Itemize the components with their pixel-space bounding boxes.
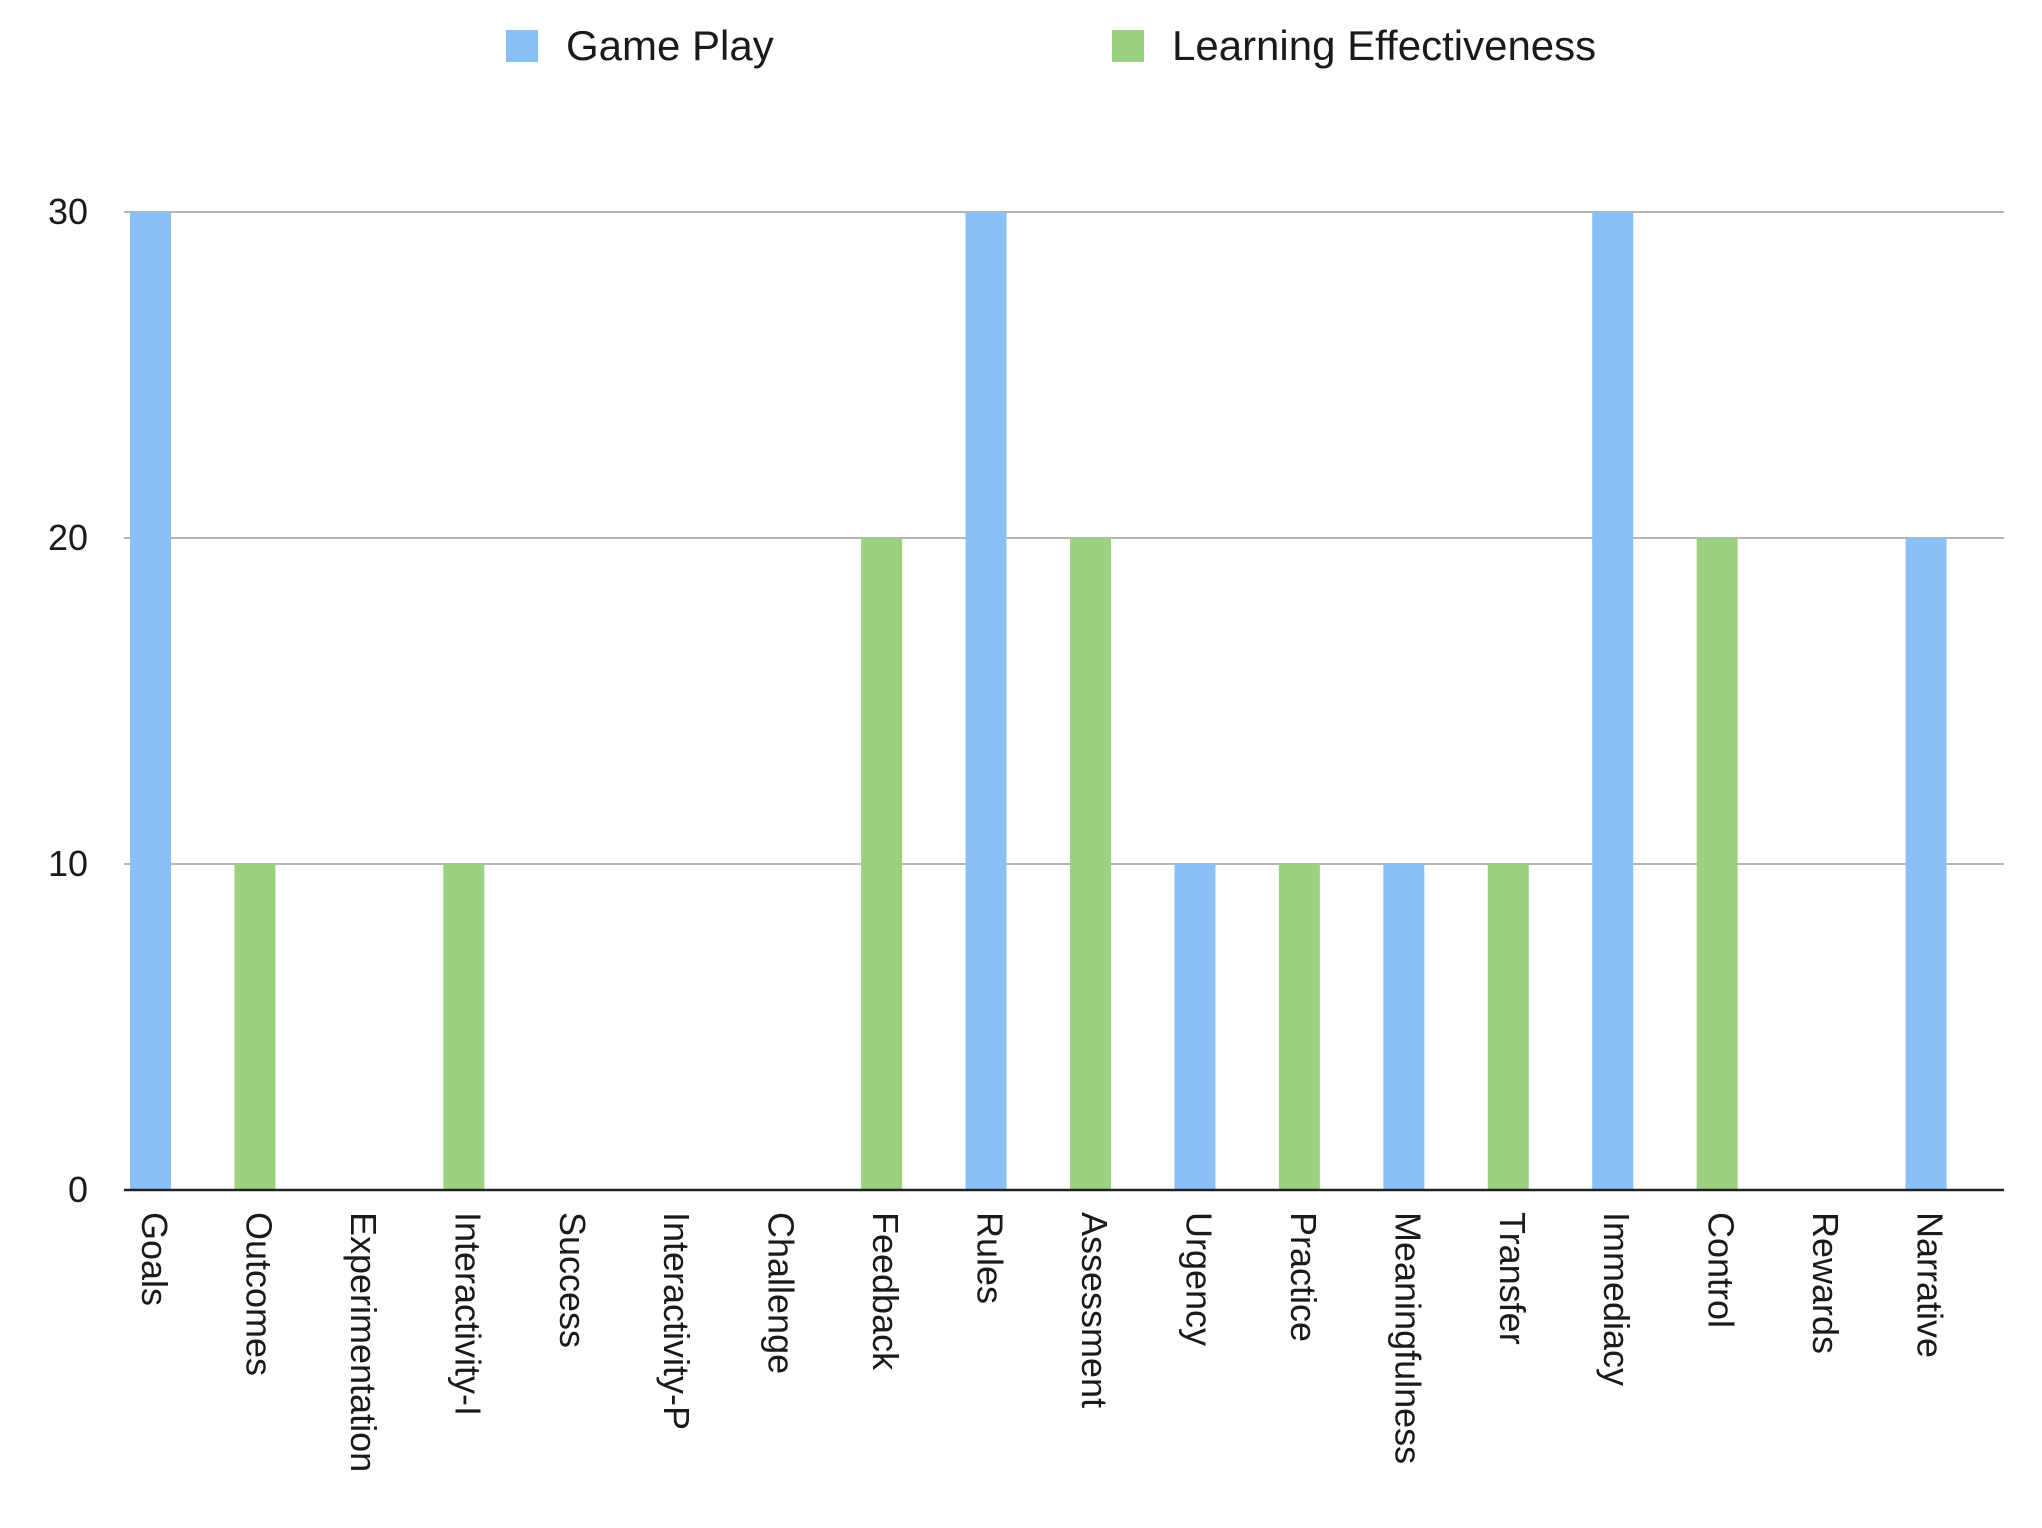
x-tick-label: Interactivity-P — [656, 1212, 697, 1430]
bar-learning-effectiveness-assessment — [1070, 538, 1111, 1190]
y-tick-labels: 0 10 20 30 — [48, 191, 88, 1210]
x-tick-label: Control — [1701, 1212, 1742, 1328]
x-tick-label: Goals — [134, 1212, 175, 1306]
x-tick-label: Rules — [970, 1212, 1011, 1304]
bar-learning-effectiveness-transfer — [1487, 864, 1529, 1190]
x-tick-label: Experimentation — [343, 1212, 384, 1472]
x-tick-label: Transfer — [1492, 1212, 1533, 1345]
bars — [130, 212, 1947, 1190]
bar-game-play-rules — [965, 212, 1007, 1190]
x-tick-label: Challenge — [761, 1212, 802, 1374]
x-tick-label: Rewards — [1805, 1212, 1846, 1354]
legend-label-game-play: Game Play — [566, 22, 774, 69]
bar-learning-effectiveness-practice — [1278, 864, 1320, 1190]
bar-game-play-goals — [130, 212, 171, 1190]
y-tick-label: 30 — [48, 191, 88, 232]
x-tick-label: Narrative — [1910, 1212, 1951, 1358]
bar-game-play-immediacy — [1592, 212, 1634, 1190]
y-tick-label: 20 — [48, 517, 88, 558]
x-tick-label: Assessment — [1074, 1212, 1115, 1408]
x-tick-label: Urgency — [1178, 1212, 1219, 1346]
bar-learning-effectiveness-interactivity-i — [443, 864, 485, 1190]
bar-learning-effectiveness-control — [1696, 538, 1738, 1190]
legend: Game Play Learning Effectiveness — [506, 22, 1596, 69]
x-tick-label: Success — [552, 1212, 593, 1348]
x-tick-label: Outcomes — [238, 1212, 279, 1376]
y-tick-label: 0 — [68, 1169, 88, 1210]
legend-swatch-learning-effectiveness — [1112, 30, 1144, 62]
legend-label-learning-effectiveness: Learning Effectiveness — [1172, 22, 1596, 69]
bar-learning-effectiveness-feedback — [861, 538, 903, 1190]
bar-learning-effectiveness-outcomes — [234, 864, 276, 1190]
bar-game-play-meaningfulness — [1383, 864, 1425, 1190]
x-tick-label: Immediacy — [1596, 1212, 1637, 1386]
x-tick-label: Feedback — [865, 1212, 906, 1371]
bar-game-play-urgency — [1174, 864, 1216, 1190]
legend-swatch-game-play — [506, 30, 538, 62]
x-tick-labels: Goals Outcomes Experimentation Interactivit… — [134, 1212, 1951, 1472]
x-tick-label: Practice — [1283, 1212, 1324, 1342]
x-tick-label: Interactivity-I — [447, 1212, 488, 1416]
x-tick-label: Meaningfulness — [1387, 1212, 1428, 1464]
gridlines — [124, 211, 2004, 865]
bar-game-play-narrative — [1905, 538, 1947, 1190]
y-tick-label: 10 — [48, 843, 88, 884]
